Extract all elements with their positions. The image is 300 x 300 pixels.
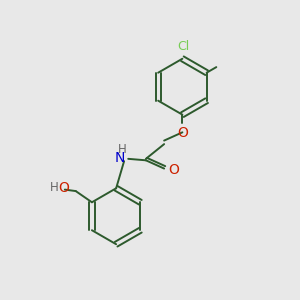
Text: N: N: [114, 151, 125, 165]
Text: H: H: [50, 181, 58, 194]
Text: O: O: [169, 163, 179, 177]
Text: H: H: [118, 143, 127, 156]
Text: O: O: [58, 181, 69, 195]
Text: O: O: [177, 126, 188, 140]
Text: Cl: Cl: [178, 40, 190, 53]
